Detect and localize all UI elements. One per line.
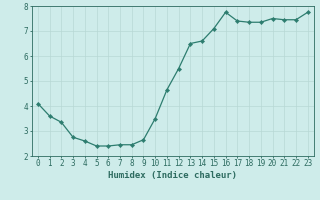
X-axis label: Humidex (Indice chaleur): Humidex (Indice chaleur) (108, 171, 237, 180)
